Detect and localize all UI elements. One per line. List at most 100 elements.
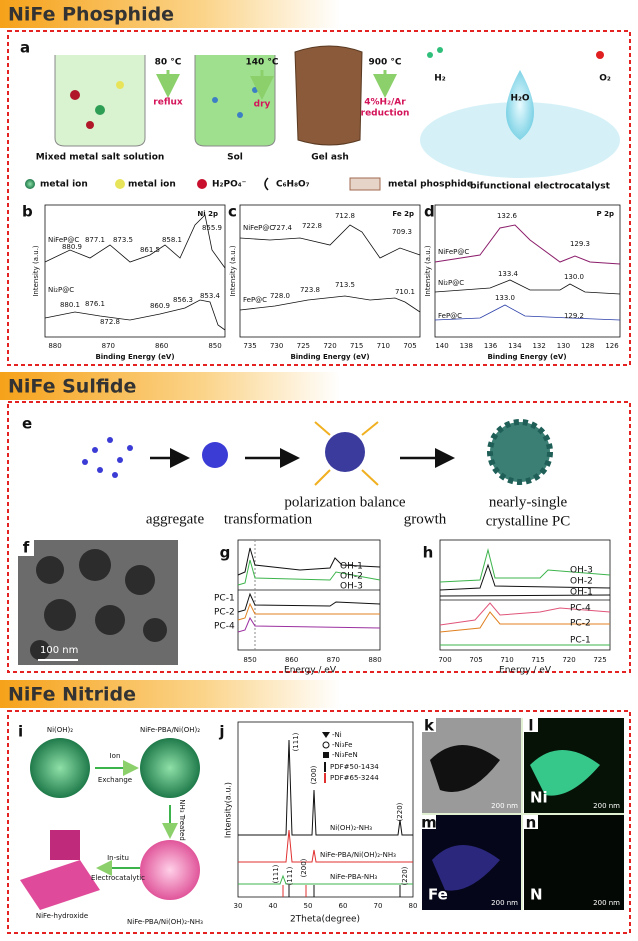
1-scale: 200 nm [593,802,620,810]
g-xlabel: Energy / eV [284,666,337,676]
peaks-top-1: 877.1 [85,236,105,244]
xticks-3: 715 [531,656,544,664]
oh-2: OH-1 [570,588,593,598]
a-step3-temp: 900 °C [368,58,401,68]
peaks-bottom-0: 880.1 [60,301,80,309]
planes-top-0: (111) [292,732,300,751]
c-label: c [228,203,237,221]
arrows-0: Ion [110,752,121,760]
peaks-bottom-4: 856.3 [173,296,193,304]
oh-2: OH-3 [340,582,363,592]
steps-3: growth [404,511,447,527]
gases-1: H₂O [510,94,529,104]
sulfide-title: NiFe Sulfide [8,376,136,398]
xticks-3: 60 [339,902,348,910]
arrows-1: Exchange [98,776,132,784]
gases-0: H₂ [434,74,446,84]
a-catalyst: bifunctional electrocatalyst [470,182,611,192]
nitride-title: NiFe Nitride [8,684,136,706]
a-step1-temp: 80 °C [155,58,182,68]
pc-0: PC-1 [214,594,235,604]
b-element: Ni 2p [197,210,218,218]
xticks-0: 850 [243,656,256,664]
oh-1: OH-2 [340,572,363,582]
legend-0: metal ion [40,180,88,190]
peaks-top-3: 709.3 [392,228,412,236]
peaks-2: 133.4 [498,270,519,278]
legend-3: C₆H₈O₇ [276,180,310,190]
2-scale: 200 nm [491,899,518,907]
j-ylabel: Intensity(a.u.) [224,782,233,838]
legend-4: PDF#65-3244 [330,774,379,782]
stages-0: Mixed metal salt solution [36,153,165,163]
xticks-1: 40 [269,902,278,910]
a-step2: dry [254,100,271,110]
d-element: P 2p [597,210,614,218]
xticks-0: 880 [48,342,61,350]
planes-top-1: (200) [310,765,318,784]
oh-0: OH-3 [570,566,593,576]
i-label: i [18,723,23,741]
samples-0: NiFeP@C [243,224,274,232]
legend-0: -Ni [332,731,342,739]
oh-1: OH-2 [570,577,593,587]
samples-1: Ni₂P@C [438,279,464,287]
b-xlabel: Binding Energy (eV) [95,353,174,361]
peaks-top-2: 712.8 [335,212,355,220]
xticks-2: 725 [297,342,310,350]
steps-4: nearly-single [489,494,568,510]
peaks-top-1: 722.8 [302,222,322,230]
peaks-bottom-1: 876.1 [85,300,105,308]
xticks-3: 134 [508,342,522,350]
xticks-3: 850 [208,342,221,350]
d-ylabel: Intensity (a.u.) [424,245,432,297]
planes-bottom-1: (111) [286,866,294,885]
1-element: Ni [530,789,548,807]
0-scale: 200 nm [491,802,518,810]
steps-0: aggregate [146,511,205,527]
structures-2: NiFe-PBA/Ni(OH)₂-NH₃ [127,918,203,926]
structures-1: NiFe-PBA/Ni(OH)₂ [140,726,200,734]
step3-0: 4%H₂/Ar [364,98,406,108]
xticks-5: 725 [593,656,606,664]
xticks-4: 70 [374,902,383,910]
peaks-bottom-1: 723.8 [300,286,320,294]
xticks-5: 130 [557,342,570,350]
samples-1: Ni₂P@C [48,286,74,294]
b-label: b [22,203,33,221]
arrows-3: In-situ [107,854,129,862]
g-label: g [220,544,231,562]
xticks-2: 710 [500,656,513,664]
peaks-0: 132.6 [497,212,518,220]
3-label: n [526,814,537,832]
0-label: k [424,717,435,735]
a-label: a [20,39,30,57]
xticks-2: 136 [484,342,498,350]
xticks-1: 860 [285,656,298,664]
xticks-0: 30 [234,902,243,910]
planes-top-2: (220) [396,802,404,821]
peaks-3: 130.0 [564,273,584,281]
peaks-bottom-3: 710.1 [395,288,415,296]
samples-1: FeP@C [243,296,267,304]
c-element: Fe 2p [392,210,414,218]
xticks-0: 140 [435,342,448,350]
samples-0: NiFeP@C [48,236,79,244]
steps-5: crystalline PC [486,513,571,529]
peaks-top-0: 880.9 [62,243,82,251]
steps-1: transformation [224,511,313,527]
xticks-5: 710 [377,342,390,350]
xticks-1: 730 [270,342,283,350]
d-label: d [424,203,435,221]
pc-1: PC-2 [214,608,235,618]
peaks-bottom-2: 713.5 [335,281,355,289]
structures-0: Ni(OH)₂ [47,726,73,734]
j-label: j [218,723,224,741]
xticks-2: 860 [155,342,168,350]
h-xlabel: Energy / eV [499,666,552,676]
peaks-bottom-3: 860.9 [150,302,170,310]
planes-bottom-0: (111) [272,864,280,883]
pc-2: PC-1 [570,636,591,646]
peaks-top-3: 861.5 [140,246,160,254]
